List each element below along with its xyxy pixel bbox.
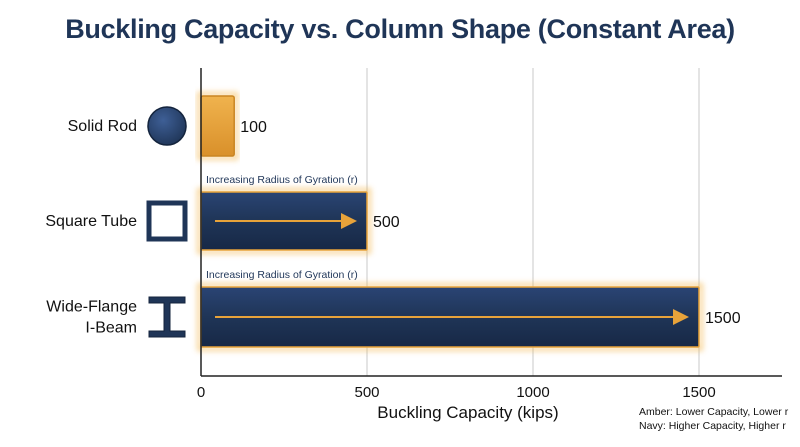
gyration-annotation: Increasing Radius of Gyration (r) [206, 269, 358, 281]
legend-entry: Amber: Lower Capacity, Lower r [639, 406, 789, 418]
x-tick-label: 1500 [682, 384, 715, 401]
bar-glow [197, 92, 239, 160]
bar-0 [200, 95, 235, 157]
x-tick-label: 1000 [516, 384, 549, 401]
legend-entry: Navy: Higher Capacity, Higher r [639, 420, 786, 432]
square-tube-shape [146, 200, 188, 242]
bar-glow [197, 188, 371, 254]
bar-glow [197, 283, 703, 351]
chart-title: Buckling Capacity vs. Column Shape (Cons… [65, 14, 735, 44]
value-label: 1500 [705, 310, 741, 327]
x-axis-title: Buckling Capacity (kips) [377, 403, 558, 422]
category-label: Square Tube [45, 213, 137, 230]
square-tube-icon [146, 200, 188, 242]
value-label: 500 [373, 214, 400, 231]
x-tick-label: 0 [197, 384, 205, 401]
value-label: 100 [240, 119, 267, 136]
category-label: Solid Rod [68, 118, 137, 135]
i-beam-icon [148, 296, 186, 338]
gyration-annotation: Increasing Radius of Gyration (r) [206, 174, 358, 186]
category-label: Wide-Flange [46, 299, 137, 316]
x-tick-label: 500 [354, 384, 379, 401]
i-beam-shape [148, 296, 186, 338]
solid-rod-shape [147, 106, 187, 146]
solid-rod-icon [147, 106, 187, 146]
category-label: I-Beam [85, 320, 137, 337]
